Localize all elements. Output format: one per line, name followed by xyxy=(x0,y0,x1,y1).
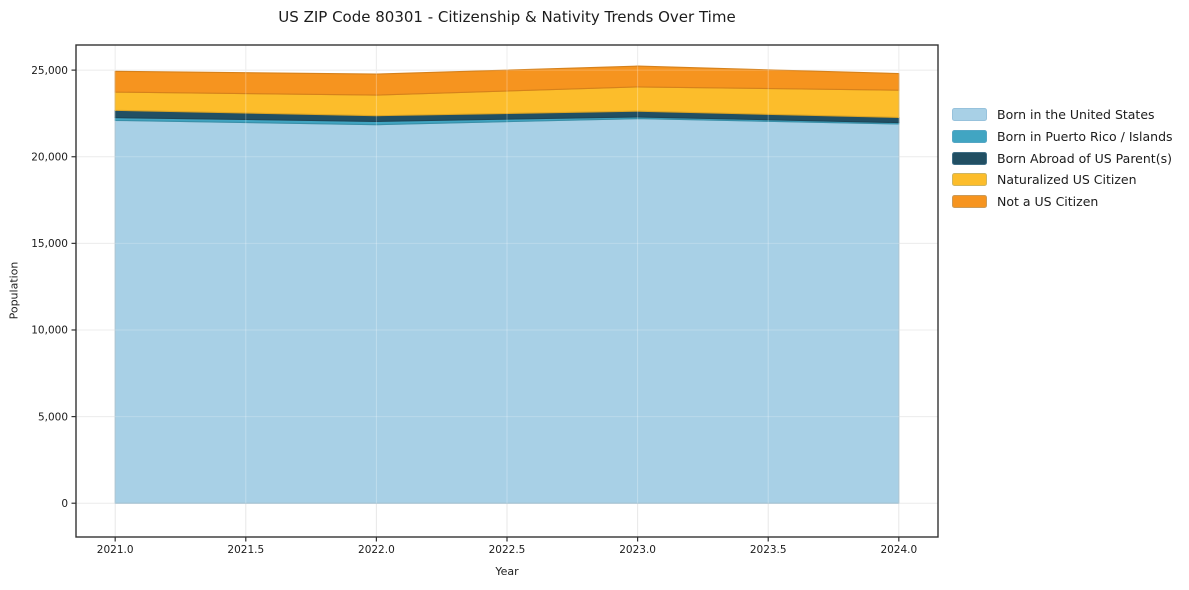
legend-swatch xyxy=(952,108,987,122)
legend-swatch xyxy=(952,195,987,209)
legend-label: Naturalized US Citizen xyxy=(997,172,1137,188)
x-axis-label: Year xyxy=(495,565,519,578)
legend-label: Born in Puerto Rico / Islands xyxy=(997,129,1173,145)
legend-item-0: Born in the United States xyxy=(952,104,1173,126)
legend-swatch xyxy=(952,130,987,144)
y-tick-label: 0 xyxy=(61,498,68,510)
legend-item-1: Born in Puerto Rico / Islands xyxy=(952,126,1173,148)
y-tick-label: 10,000 xyxy=(31,325,68,337)
legend-label: Born in the United States xyxy=(997,107,1155,123)
legend-label: Born Abroad of US Parent(s) xyxy=(997,150,1172,166)
x-tick-label: 2023.5 xyxy=(750,544,787,556)
x-tick-label: 2022.5 xyxy=(489,544,526,556)
y-tick-label: 25,000 xyxy=(31,65,68,77)
y-axis-label: Population xyxy=(7,261,21,320)
x-tick-label: 2021.5 xyxy=(227,544,264,556)
chart-legend: Born in the United States Born in Puerto … xyxy=(952,104,1173,212)
legend-item-3: Naturalized US Citizen xyxy=(952,169,1173,191)
y-tick-label: 15,000 xyxy=(31,238,68,250)
y-tick-label: 5,000 xyxy=(38,411,68,423)
legend-item-2: Born Abroad of US Parent(s) xyxy=(952,147,1173,169)
area-series-4 xyxy=(114,65,900,96)
x-tick-label: 2024.0 xyxy=(880,544,917,556)
x-tick-label: 2023.0 xyxy=(619,544,656,556)
x-tick-label: 2021.0 xyxy=(97,544,134,556)
legend-item-4: Not a US Citizen xyxy=(952,191,1173,213)
chart-title: US ZIP Code 80301 - Citizenship & Nativi… xyxy=(278,8,736,26)
legend-label: Not a US Citizen xyxy=(997,194,1099,210)
y-tick-label: 20,000 xyxy=(31,151,68,163)
legend-swatch xyxy=(952,151,987,165)
legend-swatch xyxy=(952,173,987,187)
x-tick-label: 2022.0 xyxy=(358,544,395,556)
